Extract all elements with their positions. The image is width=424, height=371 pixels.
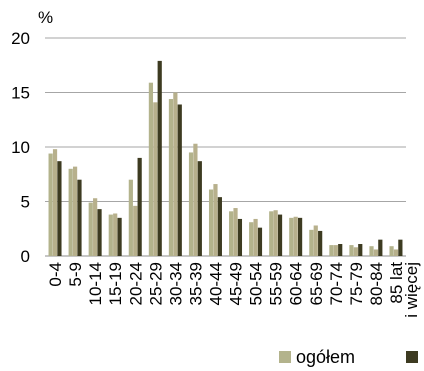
- bar-3-11: [277, 214, 283, 256]
- bar-2-16: [373, 249, 379, 256]
- x-tick-label: 65-69: [307, 262, 326, 305]
- bar-2-14: [333, 245, 338, 256]
- bar-3-5: [157, 60, 162, 256]
- x-tick-label: 25-29: [146, 262, 165, 305]
- legend-label-ogolem: ogółem: [296, 347, 356, 367]
- x-tick-label: 60-64: [287, 262, 306, 305]
- bar-2-1: [72, 166, 78, 256]
- y-tick-label: 0: [21, 247, 30, 266]
- bar-1-15: [349, 245, 354, 256]
- x-tick-labels: 0-4 5-9 10-14 15-19 20-24 25-29 30-34 35-39 40-4…: [46, 262, 421, 318]
- bar-1-9: [229, 211, 234, 256]
- bar-3-0: [57, 161, 62, 256]
- bar-2-3: [113, 213, 118, 256]
- bar-1-5: [148, 82, 154, 256]
- y-tick-label: 10: [11, 138, 30, 157]
- x-tick-label: 5-9: [66, 262, 85, 287]
- bar-3-2: [97, 209, 102, 256]
- chart-gridlines: [45, 37, 406, 257]
- bar-3-6: [177, 104, 182, 257]
- bar-2-4: [133, 205, 138, 256]
- bar-2-8: [213, 184, 218, 256]
- bar-1-17: [389, 246, 394, 256]
- y-tick-label: 5: [21, 193, 30, 212]
- x-tick-label: 10-14: [86, 262, 105, 305]
- bar-2-11: [273, 210, 278, 256]
- x-tick-label: 40-44: [206, 262, 225, 305]
- x-tick-label: 20-24: [126, 262, 145, 305]
- bar-1-14: [329, 245, 334, 256]
- bar-1-2: [88, 202, 93, 256]
- bar-3-1: [77, 179, 82, 256]
- y-tick-label: 20: [11, 29, 30, 48]
- y-tick-label: 15: [11, 84, 30, 103]
- y-unit-label: %: [38, 8, 53, 27]
- bar-1-11: [269, 211, 274, 256]
- bar-3-9: [237, 218, 243, 256]
- x-tick-label: 85 lati więcej: [387, 262, 421, 318]
- bar-1-16: [369, 246, 374, 256]
- legend-swatch-ogolem: [279, 351, 291, 363]
- x-tick-label: 50-54: [247, 262, 266, 305]
- bar-2-0: [52, 149, 58, 256]
- bar-2-15: [353, 247, 358, 256]
- bar-marks: [48, 60, 403, 257]
- bar-1-13: [309, 229, 314, 256]
- y-tick-labels: 0 5 10 15 20: [11, 29, 30, 266]
- bar-2-12: [293, 216, 298, 256]
- x-tick-label: 30-34: [166, 262, 185, 305]
- x-tick-label: 15-19: [106, 262, 125, 305]
- x-tick-label: 0-4: [46, 262, 65, 287]
- bar-1-1: [68, 168, 73, 256]
- bar-2-2: [93, 198, 98, 256]
- bar-1-12: [289, 217, 294, 256]
- x-tick-label: 70-74: [327, 262, 346, 305]
- bar-1-3: [108, 214, 113, 256]
- bar-2-5: [153, 102, 158, 256]
- bar-1-6: [168, 99, 174, 256]
- legend-swatch-series-3: [406, 351, 418, 363]
- bar-2-7: [193, 143, 198, 256]
- bar-3-15: [358, 244, 363, 256]
- bar-3-8: [217, 197, 222, 256]
- bar-3-17: [398, 239, 403, 256]
- bar-1-10: [249, 222, 254, 256]
- x-tick-label: 75-79: [347, 262, 366, 305]
- bar-2-13: [313, 225, 318, 256]
- bar-2-17: [393, 249, 399, 256]
- bar-2-9: [233, 208, 238, 256]
- bar-3-12: [297, 217, 303, 256]
- bar-3-14: [338, 244, 343, 256]
- x-tick-label: 55-59: [267, 262, 286, 305]
- bar-3-13: [318, 230, 323, 256]
- bar-1-4: [128, 179, 133, 256]
- bar-1-8: [208, 189, 214, 256]
- bar-2-10: [253, 218, 258, 256]
- x-tick-label: 35-39: [186, 262, 205, 305]
- x-tick-label: 80-84: [367, 262, 386, 305]
- bar-3-16: [378, 239, 383, 256]
- bar-3-7: [197, 161, 202, 256]
- bar-3-4: [137, 157, 142, 256]
- bar-1-0: [48, 153, 53, 256]
- bar-1-7: [188, 152, 194, 256]
- x-tick-label: 45-49: [227, 262, 246, 305]
- bar-3-10: [257, 227, 263, 256]
- bar-2-6: [173, 92, 178, 256]
- bar-3-3: [117, 217, 122, 256]
